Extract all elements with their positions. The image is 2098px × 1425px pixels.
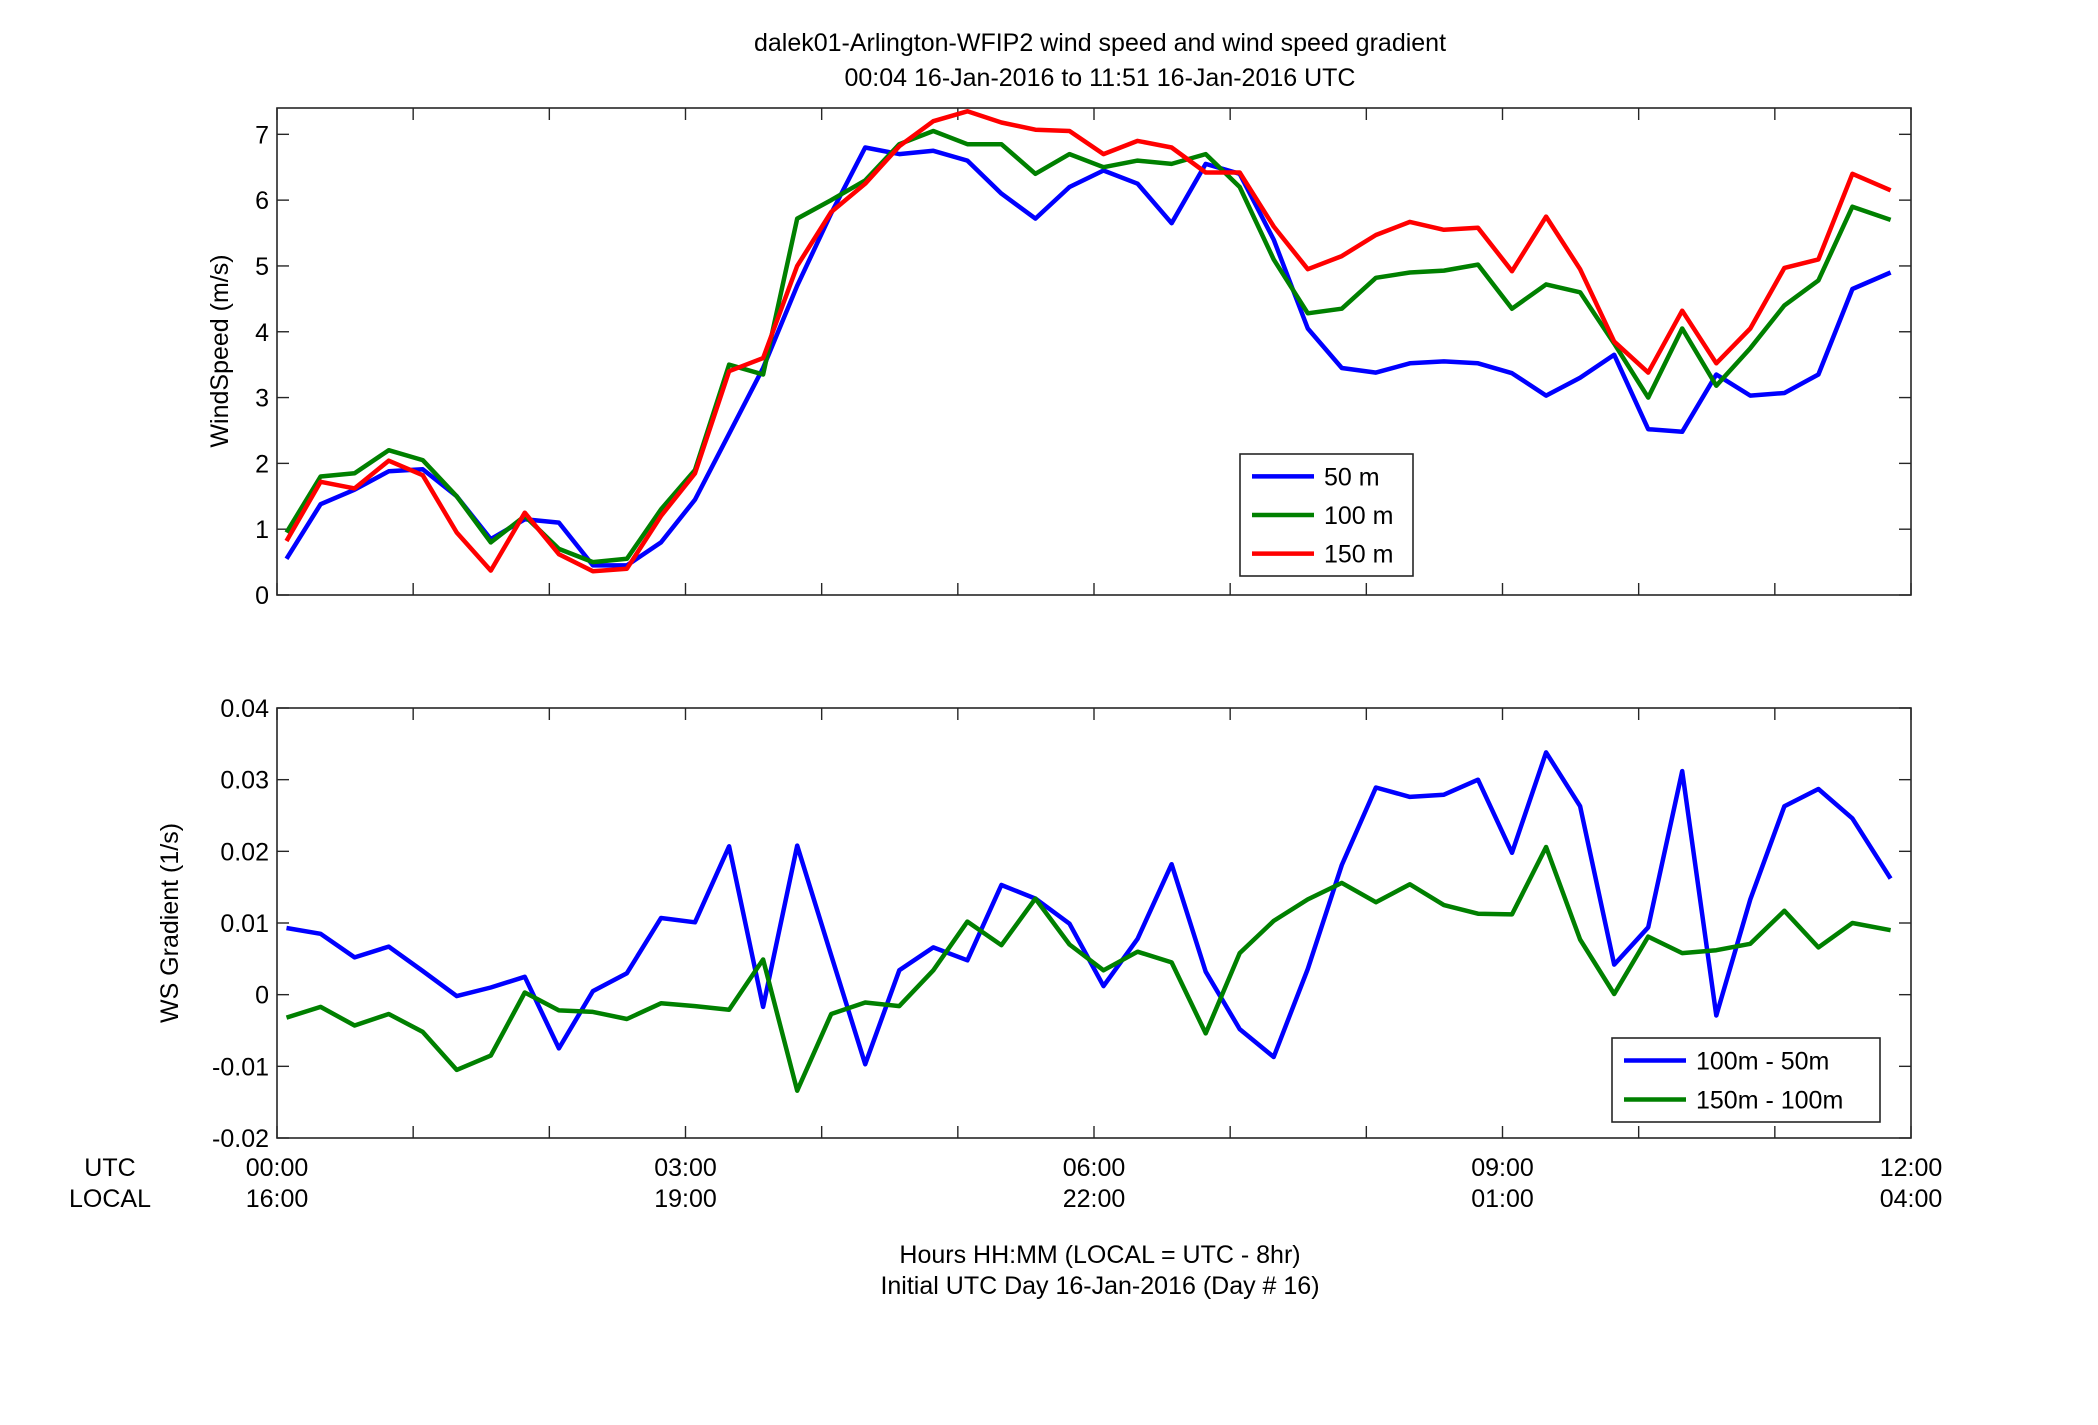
gradient-axes: -0.02 -0.01 0 0.01 0.02 0.03 0.04 WS Gradient (… (156, 695, 1912, 1153)
y-tick-label: 0.02 (220, 838, 269, 866)
y-tick-label: 5 (255, 253, 269, 281)
gradient-ylabel: WS Gradient (1/s) (156, 823, 184, 1023)
series-line-50m (284, 145, 1892, 568)
windspeed-ylabel: WindSpeed (m/s) (206, 254, 234, 447)
y-tick-label: 1 (255, 516, 269, 544)
x-tick-labels: 00:00 16:00 03:00 19:00 06:00 22:00 09:00 01:00… (246, 1154, 1943, 1213)
gradient-legend: 100m - 50m 150m - 100m (1611, 1037, 1881, 1123)
x-tick-label-utc: 00:00 (246, 1154, 309, 1182)
x-tick-label-utc: 06:00 (1063, 1154, 1126, 1182)
y-tick-label: -0.01 (212, 1053, 269, 1081)
xaxis-utc-label: UTC (84, 1154, 135, 1182)
x-tick-label-local: 04:00 (1880, 1185, 1943, 1213)
series-line-150m (284, 109, 1892, 574)
xaxis-label-line2: Initial UTC Day 16-Jan-2016 (Day # 16) (880, 1272, 1319, 1300)
y-tick-label: 2 (255, 450, 269, 478)
series-line-100m-50m (286, 750, 1893, 1067)
legend-entry-label: 150 m (1324, 541, 1393, 569)
x-tick-label-local: 22:00 (1063, 1185, 1126, 1213)
legend-entry-label: 50 m (1324, 463, 1380, 491)
series-line-100m (284, 128, 1892, 565)
y-tick-label: 7 (255, 121, 269, 149)
x-tick-label-utc: 12:00 (1880, 1154, 1943, 1182)
y-tick-label: 0.01 (220, 910, 269, 938)
x-tick-label-utc: 09:00 (1471, 1154, 1534, 1182)
x-tick-label-local: 19:00 (654, 1185, 717, 1213)
legend-entry-label: 150m - 100m (1696, 1087, 1843, 1115)
xaxis-label-line1: Hours HH:MM (LOCAL = UTC - 8hr) (899, 1241, 1300, 1269)
legend-box (1611, 1037, 1881, 1123)
series-line-150m-100m (285, 844, 1892, 1093)
windspeed-legend: 50 m 100 m 150 m (1239, 453, 1414, 577)
y-tick-label: 6 (255, 187, 269, 215)
y-tick-label: 4 (255, 319, 269, 347)
legend-entry-label: 100m - 50m (1696, 1048, 1829, 1076)
y-tick-label: 3 (255, 385, 269, 413)
legend-entry-label: 100 m (1324, 502, 1393, 530)
y-tick-label: 0 (255, 582, 269, 610)
y-tick-label: 0.03 (220, 767, 269, 795)
x-tick-label-local: 01:00 (1471, 1185, 1534, 1213)
windspeed-axes: 0 1 2 3 4 5 6 7 WindSpeed (m/s) 50 m 100 m 150 m (206, 107, 1912, 610)
y-tick-label: 0.04 (220, 695, 269, 723)
xaxis-local-label: LOCAL (69, 1185, 151, 1213)
y-tick-label: -0.02 (212, 1125, 269, 1153)
x-tick-label-local: 16:00 (246, 1185, 309, 1213)
chart-title-line1: dalek01-Arlington-WFIP2 wind speed and w… (754, 29, 1446, 57)
x-tick-label-utc: 03:00 (654, 1154, 717, 1182)
y-tick-label: 0 (255, 982, 269, 1010)
chart-title-line2: 00:04 16-Jan-2016 to 11:51 16-Jan-2016 U… (845, 64, 1356, 92)
